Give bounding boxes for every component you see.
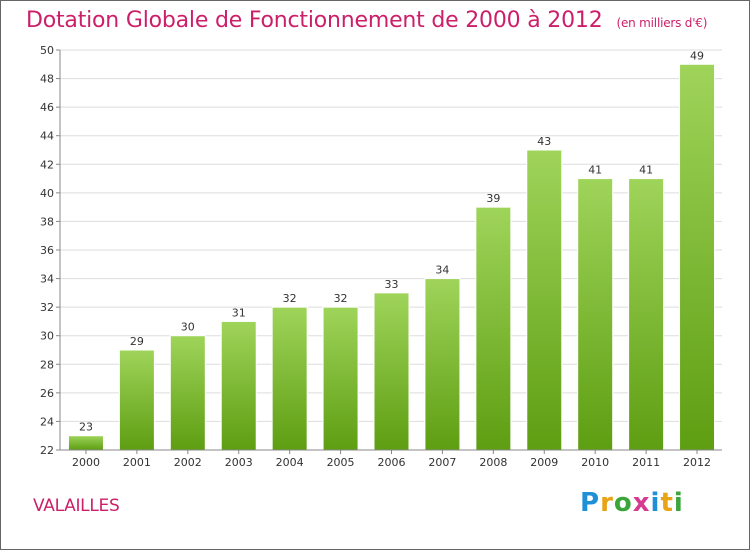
bars: [67, 63, 716, 451]
x-tick-label-2006: 2006: [378, 456, 406, 469]
data-label-2006: 33: [385, 278, 399, 291]
data-label-2012: 49: [690, 49, 704, 62]
x-tick-label-2003: 2003: [225, 456, 253, 469]
bar-2009: [526, 149, 563, 451]
x-tick-label-2001: 2001: [123, 456, 151, 469]
bar-2002: [169, 335, 206, 451]
x-tick-label-2004: 2004: [276, 456, 304, 469]
proxiti-logo[interactable]: Proxiti: [580, 488, 684, 518]
bar-2008: [475, 206, 512, 451]
y-tick-label: 46: [40, 101, 54, 114]
bar-2010: [577, 178, 614, 451]
y-tick-label: 26: [40, 387, 54, 400]
data-label-2010: 41: [588, 164, 602, 177]
data-label-2011: 41: [639, 164, 653, 177]
y-tick-label: 36: [40, 244, 54, 257]
chart-title-text: Dotation Globale de Fonctionnement de 20…: [26, 8, 603, 33]
x-tick-label-2010: 2010: [581, 456, 609, 469]
logo-letter: P: [580, 488, 601, 518]
x-tick-label-2007: 2007: [428, 456, 456, 469]
y-tick-label: 42: [40, 158, 54, 171]
x-tick-label-2011: 2011: [632, 456, 660, 469]
y-tick-label: 40: [40, 187, 54, 200]
y-tick-label: 30: [40, 330, 54, 343]
chart-subtitle: (en milliers d'€): [616, 16, 708, 30]
x-axis-ticks: 2000 2001 2002 2003 2004 2005 2006 2007 2008 2009…: [72, 450, 711, 469]
data-label-2008: 39: [486, 192, 500, 205]
x-tick-label-2012: 2012: [683, 456, 711, 469]
y-tick-label: 48: [40, 73, 54, 86]
bar-2001: [118, 349, 155, 451]
logo-letter: o: [613, 488, 633, 518]
y-tick-label: 22: [40, 444, 54, 457]
bar-2012: [679, 63, 716, 451]
bar-2005: [322, 306, 359, 451]
y-tick-label: 32: [40, 301, 54, 314]
logo-letter: i: [673, 488, 684, 518]
chart-title: Dotation Globale de Fonctionnement de 20…: [26, 8, 707, 33]
bar-2011: [628, 178, 665, 451]
bar-2000: [67, 435, 104, 451]
x-tick-label-2008: 2008: [479, 456, 507, 469]
data-label-2000: 23: [79, 421, 93, 434]
data-label-2004: 32: [283, 292, 297, 305]
bar-2003: [220, 320, 257, 451]
y-axis-ticks: 22 24 26 28 30 32 34 36 38 40 42 44 46 48 50: [40, 44, 60, 457]
logo-letter: i: [650, 488, 661, 518]
data-label-2007: 34: [435, 264, 449, 277]
y-tick-label: 38: [40, 215, 54, 228]
data-label-2002: 30: [181, 321, 195, 334]
bar-2004: [271, 306, 308, 451]
data-label-2003: 31: [232, 306, 246, 319]
y-tick-label: 24: [40, 415, 54, 428]
y-tick-label: 50: [40, 44, 54, 57]
logo-letter: t: [660, 488, 674, 518]
data-label-2009: 43: [537, 135, 551, 148]
bar-2006: [373, 292, 410, 451]
x-tick-label-2000: 2000: [72, 456, 100, 469]
y-tick-label: 34: [40, 273, 54, 286]
y-tick-label: 44: [40, 130, 54, 143]
logo-letter: r: [600, 488, 614, 518]
x-tick-label-2005: 2005: [327, 456, 355, 469]
data-label-2005: 32: [334, 292, 348, 305]
y-tick-label: 28: [40, 358, 54, 371]
data-label-2001: 29: [130, 335, 144, 348]
logo-letter: x: [632, 488, 651, 518]
commune-name: VALAILLES: [33, 496, 120, 516]
bar-2007: [424, 278, 461, 451]
x-tick-label-2009: 2009: [530, 456, 558, 469]
x-tick-label-2002: 2002: [174, 456, 202, 469]
data-labels: 23 29 30 31 32 32 33 34 39 43 41 41 49: [79, 49, 704, 433]
